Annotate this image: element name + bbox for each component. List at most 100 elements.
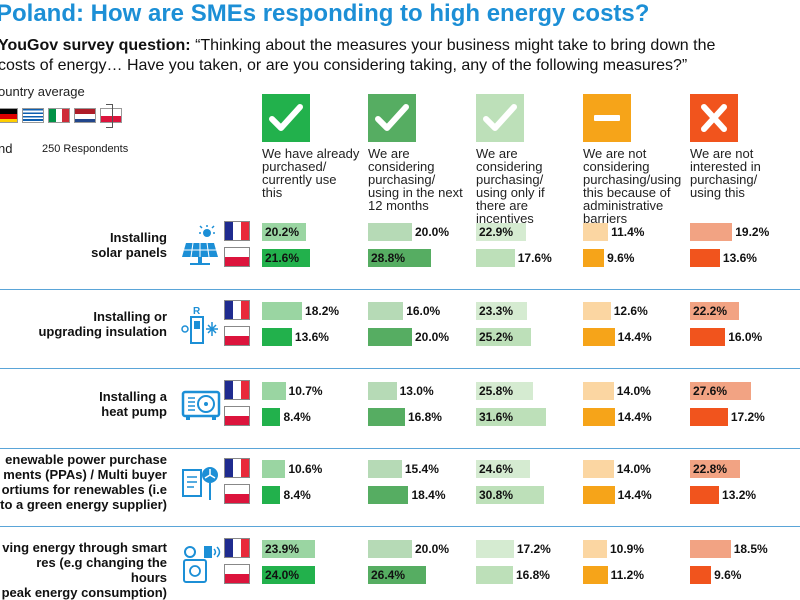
bar-average [368,540,412,558]
data-label-average: 22.8% [693,462,728,476]
bar-average [262,302,303,320]
bar-poland [690,486,720,504]
bar-poland [690,566,712,584]
bar-poland [476,328,532,346]
column-header-line: using in the next [368,185,463,200]
column-header-line: considering [368,159,435,174]
bar-poland [368,328,412,346]
column-header-line: considering [583,159,650,174]
bar-average [690,302,739,320]
row-label-2: Installing or upgrading insulation [38,309,167,339]
bar-average [476,540,514,558]
data-label-poland: 25.2% [479,330,514,344]
check-icon [269,104,303,131]
eu-flag-icon [224,300,250,320]
data-label-average: 15.4% [404,462,439,476]
bar-average [690,223,733,241]
bar-poland [690,408,728,426]
data-label-average: 14.0% [616,462,651,476]
bar-average [583,460,614,478]
legend-respondents-label: nd [0,141,13,156]
row-separator [0,289,800,290]
cross-icon [701,104,727,132]
row-label-line: ments (PPAs) / Multi buyer [3,467,167,482]
column-header-5: We are not interested in purchasing/using … [690,147,800,199]
column-header-line: there are [476,198,529,213]
data-label-average: 17.2% [516,542,551,556]
data-label-poland: 18.4% [411,488,446,502]
column-header-line: interested in [690,159,761,174]
row-label-3: Installing a heat pump [99,389,167,419]
column-header-line: this because of [583,185,671,200]
data-label-average: 22.2% [693,304,728,318]
poland-flag-icon [224,484,250,504]
data-label-poland: 14.4% [617,488,652,502]
data-label-average: 25.8% [479,384,514,398]
data-label-average: 20.2% [265,225,300,239]
data-label-average: 18.2% [305,304,340,318]
survey-question-line-2: costs of energy… Have you taken, or are … [0,57,688,74]
data-label-poland: 17.6% [517,251,552,265]
survey-question-label: YouGov survey question: [0,37,191,54]
column-header-line: barriers [583,211,628,226]
bar-poland [476,566,513,584]
row-label-line: heat pump [101,404,167,419]
row-label-line: res (e.g changing the hours [36,554,167,585]
legend-bracket [106,104,113,128]
bar-poland [262,486,281,504]
row-label-line: upgrading insulation [38,324,167,339]
data-label-average: 10.9% [609,542,644,556]
bar-average [368,302,404,320]
column-header-line: using this [690,185,745,200]
data-label-average: 11.4% [611,225,645,239]
column-header-line: purchasing/using [583,172,682,187]
bar-average [476,460,531,478]
bar-average [690,540,731,558]
column-header-line: using only if [476,185,545,200]
bar-average [476,223,527,241]
bar-poland [583,566,608,584]
data-label-average: 20.0% [415,542,450,556]
data-label-poland: 16.8% [515,568,550,582]
data-label-poland: 30.8% [479,488,514,502]
data-label-average: 13.0% [399,384,434,398]
row-label-line: peak energy consumption) [1,584,167,600]
data-label-average: 22.9% [479,225,514,239]
bar-average [262,460,286,478]
data-label-average: 16.0% [406,304,441,318]
bar-poland [476,486,544,504]
check-icon-1 [262,94,310,142]
data-label-poland: 26.4% [371,568,406,582]
data-label-poland: 16.8% [407,410,442,424]
data-label-average: 23.3% [479,304,514,318]
data-label-poland: 28.8% [371,251,406,265]
bar-poland [368,486,409,504]
bar-average [368,460,402,478]
column-header-line: We are [368,146,410,161]
column-header-line: purchasing/ [690,172,758,187]
data-label-average: 18.5% [733,542,768,556]
insulation-icon: R [180,304,222,346]
bar-poland [262,408,281,426]
row-separator [0,368,800,369]
data-label-poland: 31.6% [479,410,514,424]
column-header-line: We have already [262,146,360,161]
bar-poland [368,566,427,584]
bar-poland [583,328,615,346]
bar-poland [690,249,720,267]
bar-average [690,460,741,478]
column-header-line: We are [476,146,518,161]
data-label-average: 24.6% [479,462,514,476]
data-label-poland: 9.6% [607,251,635,265]
row-label-line: Installing [109,230,167,245]
column-header-4: We are not considering purchasing/using thi… [583,147,693,225]
column-header-3: We are considering purchasing/using only i… [476,147,586,225]
check-icon [375,104,409,131]
bar-poland [583,486,615,504]
poland-flag-small-icon [100,108,122,123]
column-header-line: purchasing/ [476,172,544,187]
row-label-line: ving energy through smart [2,539,167,555]
data-label-average: 23.9% [265,542,300,556]
survey-question-line-1: YouGov survey question: “Thinking about … [0,37,715,55]
row-separator [0,526,800,527]
